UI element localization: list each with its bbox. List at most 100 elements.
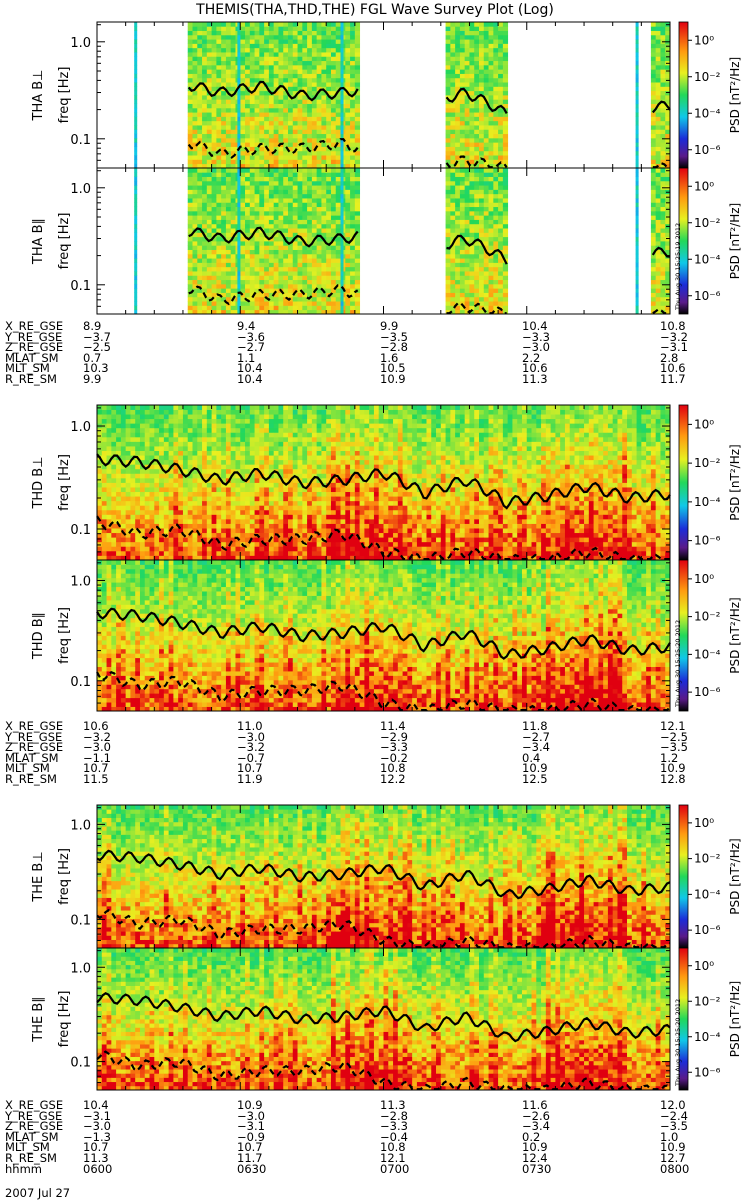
psd-cell	[503, 207, 508, 212]
psd-cell	[503, 202, 508, 207]
psd-cell	[216, 69, 221, 74]
psd-cell	[307, 116, 312, 121]
psd-cell	[188, 460, 193, 465]
psd-cell	[355, 142, 360, 147]
psd-cell	[193, 271, 198, 276]
psd-cell	[264, 284, 269, 289]
psd-cell	[216, 61, 221, 66]
psd-cell	[269, 202, 274, 207]
psd-cell	[202, 61, 207, 66]
psd-cell	[111, 437, 116, 442]
psd-cell	[164, 473, 169, 478]
psd-cell	[269, 74, 274, 79]
psd-cell	[188, 207, 193, 212]
psd-cell	[331, 275, 336, 280]
psd-cell	[656, 168, 661, 173]
psd-cell	[197, 254, 202, 259]
psd-cell	[264, 215, 269, 220]
psd-cell	[331, 198, 336, 203]
psd-cell	[207, 262, 212, 267]
psd-cell	[293, 108, 298, 113]
psd-cell	[216, 423, 221, 428]
psd-cell	[150, 505, 155, 510]
psd-cell	[656, 275, 661, 280]
psd-cell	[336, 125, 341, 130]
psd-cell	[164, 428, 169, 433]
print-timestamp: Thu Aug 30 15:25:19 2012	[674, 223, 682, 311]
psd-cell	[293, 74, 298, 79]
psd-cell	[474, 134, 479, 139]
psd-stripe	[237, 91, 240, 96]
psd-cell	[321, 121, 326, 126]
freq-tick-label: 1.0	[70, 36, 91, 51]
psd-cell	[188, 39, 193, 44]
psd-cell	[202, 432, 207, 437]
psd-cell	[188, 56, 193, 61]
psd-stripe	[134, 177, 137, 182]
psd-stripe	[134, 78, 137, 83]
psd-cell	[116, 551, 121, 556]
psd-cell	[264, 202, 269, 207]
psd-cell	[326, 134, 331, 139]
psd-cell	[302, 271, 307, 276]
psd-cell	[221, 112, 226, 117]
psd-cell	[188, 228, 193, 233]
psd-cell	[350, 194, 355, 199]
psd-cell	[469, 26, 474, 31]
psd-cell	[493, 215, 498, 220]
psd-cell	[493, 129, 498, 134]
psd-stripe	[636, 159, 639, 164]
psd-stripe	[636, 275, 639, 280]
psd-cell	[479, 61, 484, 66]
psd-cell	[197, 301, 202, 306]
psd-cell	[245, 39, 250, 44]
psd-cell	[460, 138, 465, 143]
psd-cell	[326, 284, 331, 289]
psd-cell	[288, 65, 293, 70]
psd-cell	[202, 441, 207, 446]
psd-cell	[269, 26, 274, 31]
psd-cell	[479, 108, 484, 113]
psd-cell	[489, 134, 494, 139]
psd-stripe	[341, 121, 344, 126]
psd-cell	[446, 155, 451, 160]
psd-cell	[269, 78, 274, 83]
psd-cell	[193, 441, 198, 446]
psd-cell	[193, 446, 198, 451]
psd-stripe	[341, 254, 344, 259]
psd-cell	[197, 250, 202, 255]
psd-cell	[656, 189, 661, 194]
psd-cell	[245, 245, 250, 250]
psd-cell	[345, 211, 350, 216]
psd-cell	[202, 26, 207, 31]
psd-cell	[154, 519, 159, 524]
psd-cell	[331, 168, 336, 173]
psd-cell	[450, 159, 455, 164]
psd-cell	[307, 198, 312, 203]
psd-cell	[216, 505, 221, 510]
psd-cell	[651, 74, 656, 79]
psd-cell	[145, 528, 150, 533]
psd-cell	[321, 198, 326, 203]
psd-cell	[336, 224, 341, 229]
psd-cell	[278, 177, 283, 182]
psd-cell	[202, 99, 207, 104]
psd-cell	[111, 469, 116, 474]
psd-cell	[116, 501, 121, 506]
psd-cell	[226, 207, 231, 212]
psd-cell	[474, 39, 479, 44]
psd-cell	[245, 52, 250, 57]
psd-cell	[489, 198, 494, 203]
psd-cell	[188, 464, 193, 469]
psd-cell	[312, 262, 317, 267]
psd-cell	[97, 419, 102, 424]
psd-cell	[474, 245, 479, 250]
psd-cell	[212, 61, 217, 66]
psd-cell	[489, 121, 494, 126]
psd-cell	[193, 423, 198, 428]
psd-cell	[465, 78, 470, 83]
psd-cell	[221, 142, 226, 147]
psd-cell	[240, 194, 245, 199]
psd-cell	[154, 428, 159, 433]
psd-cell	[221, 501, 226, 506]
